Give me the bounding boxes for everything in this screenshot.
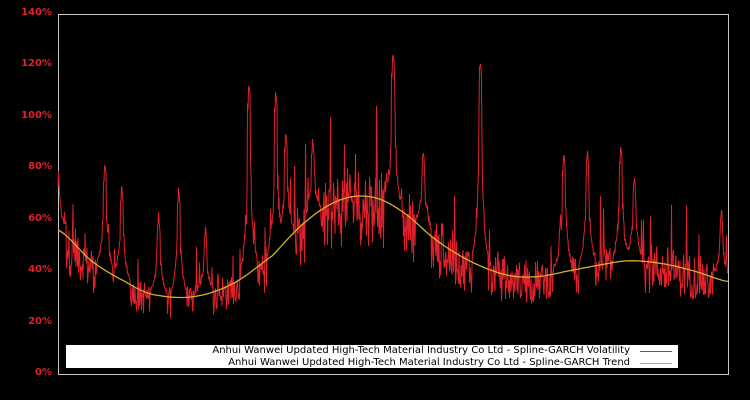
- y-tick-label: 140%: [21, 7, 52, 18]
- trend-line: [57, 195, 729, 299]
- legend-trend-label: Anhui Wanwei Updated High-Tech Material …: [228, 357, 630, 368]
- volatility-line: [57, 55, 729, 318]
- y-tick-label: 20%: [28, 315, 52, 327]
- y-tick-label: 80%: [28, 161, 52, 173]
- legend-volatility-label: Anhui Wanwei Updated High-Tech Material …: [212, 345, 630, 356]
- legend: Anhui Wanwei Updated High-Tech Material …: [66, 345, 678, 368]
- y-tick-label: 40%: [28, 264, 52, 276]
- y-tick-label: 120%: [21, 58, 52, 70]
- y-tick-label: 0%: [35, 367, 52, 378]
- plot-frame: [58, 14, 729, 375]
- legend-volatility-swatch: [640, 351, 672, 352]
- y-tick-label: 60%: [28, 212, 52, 224]
- legend-trend-swatch: [640, 363, 672, 364]
- y-tick-label: 100%: [21, 109, 52, 121]
